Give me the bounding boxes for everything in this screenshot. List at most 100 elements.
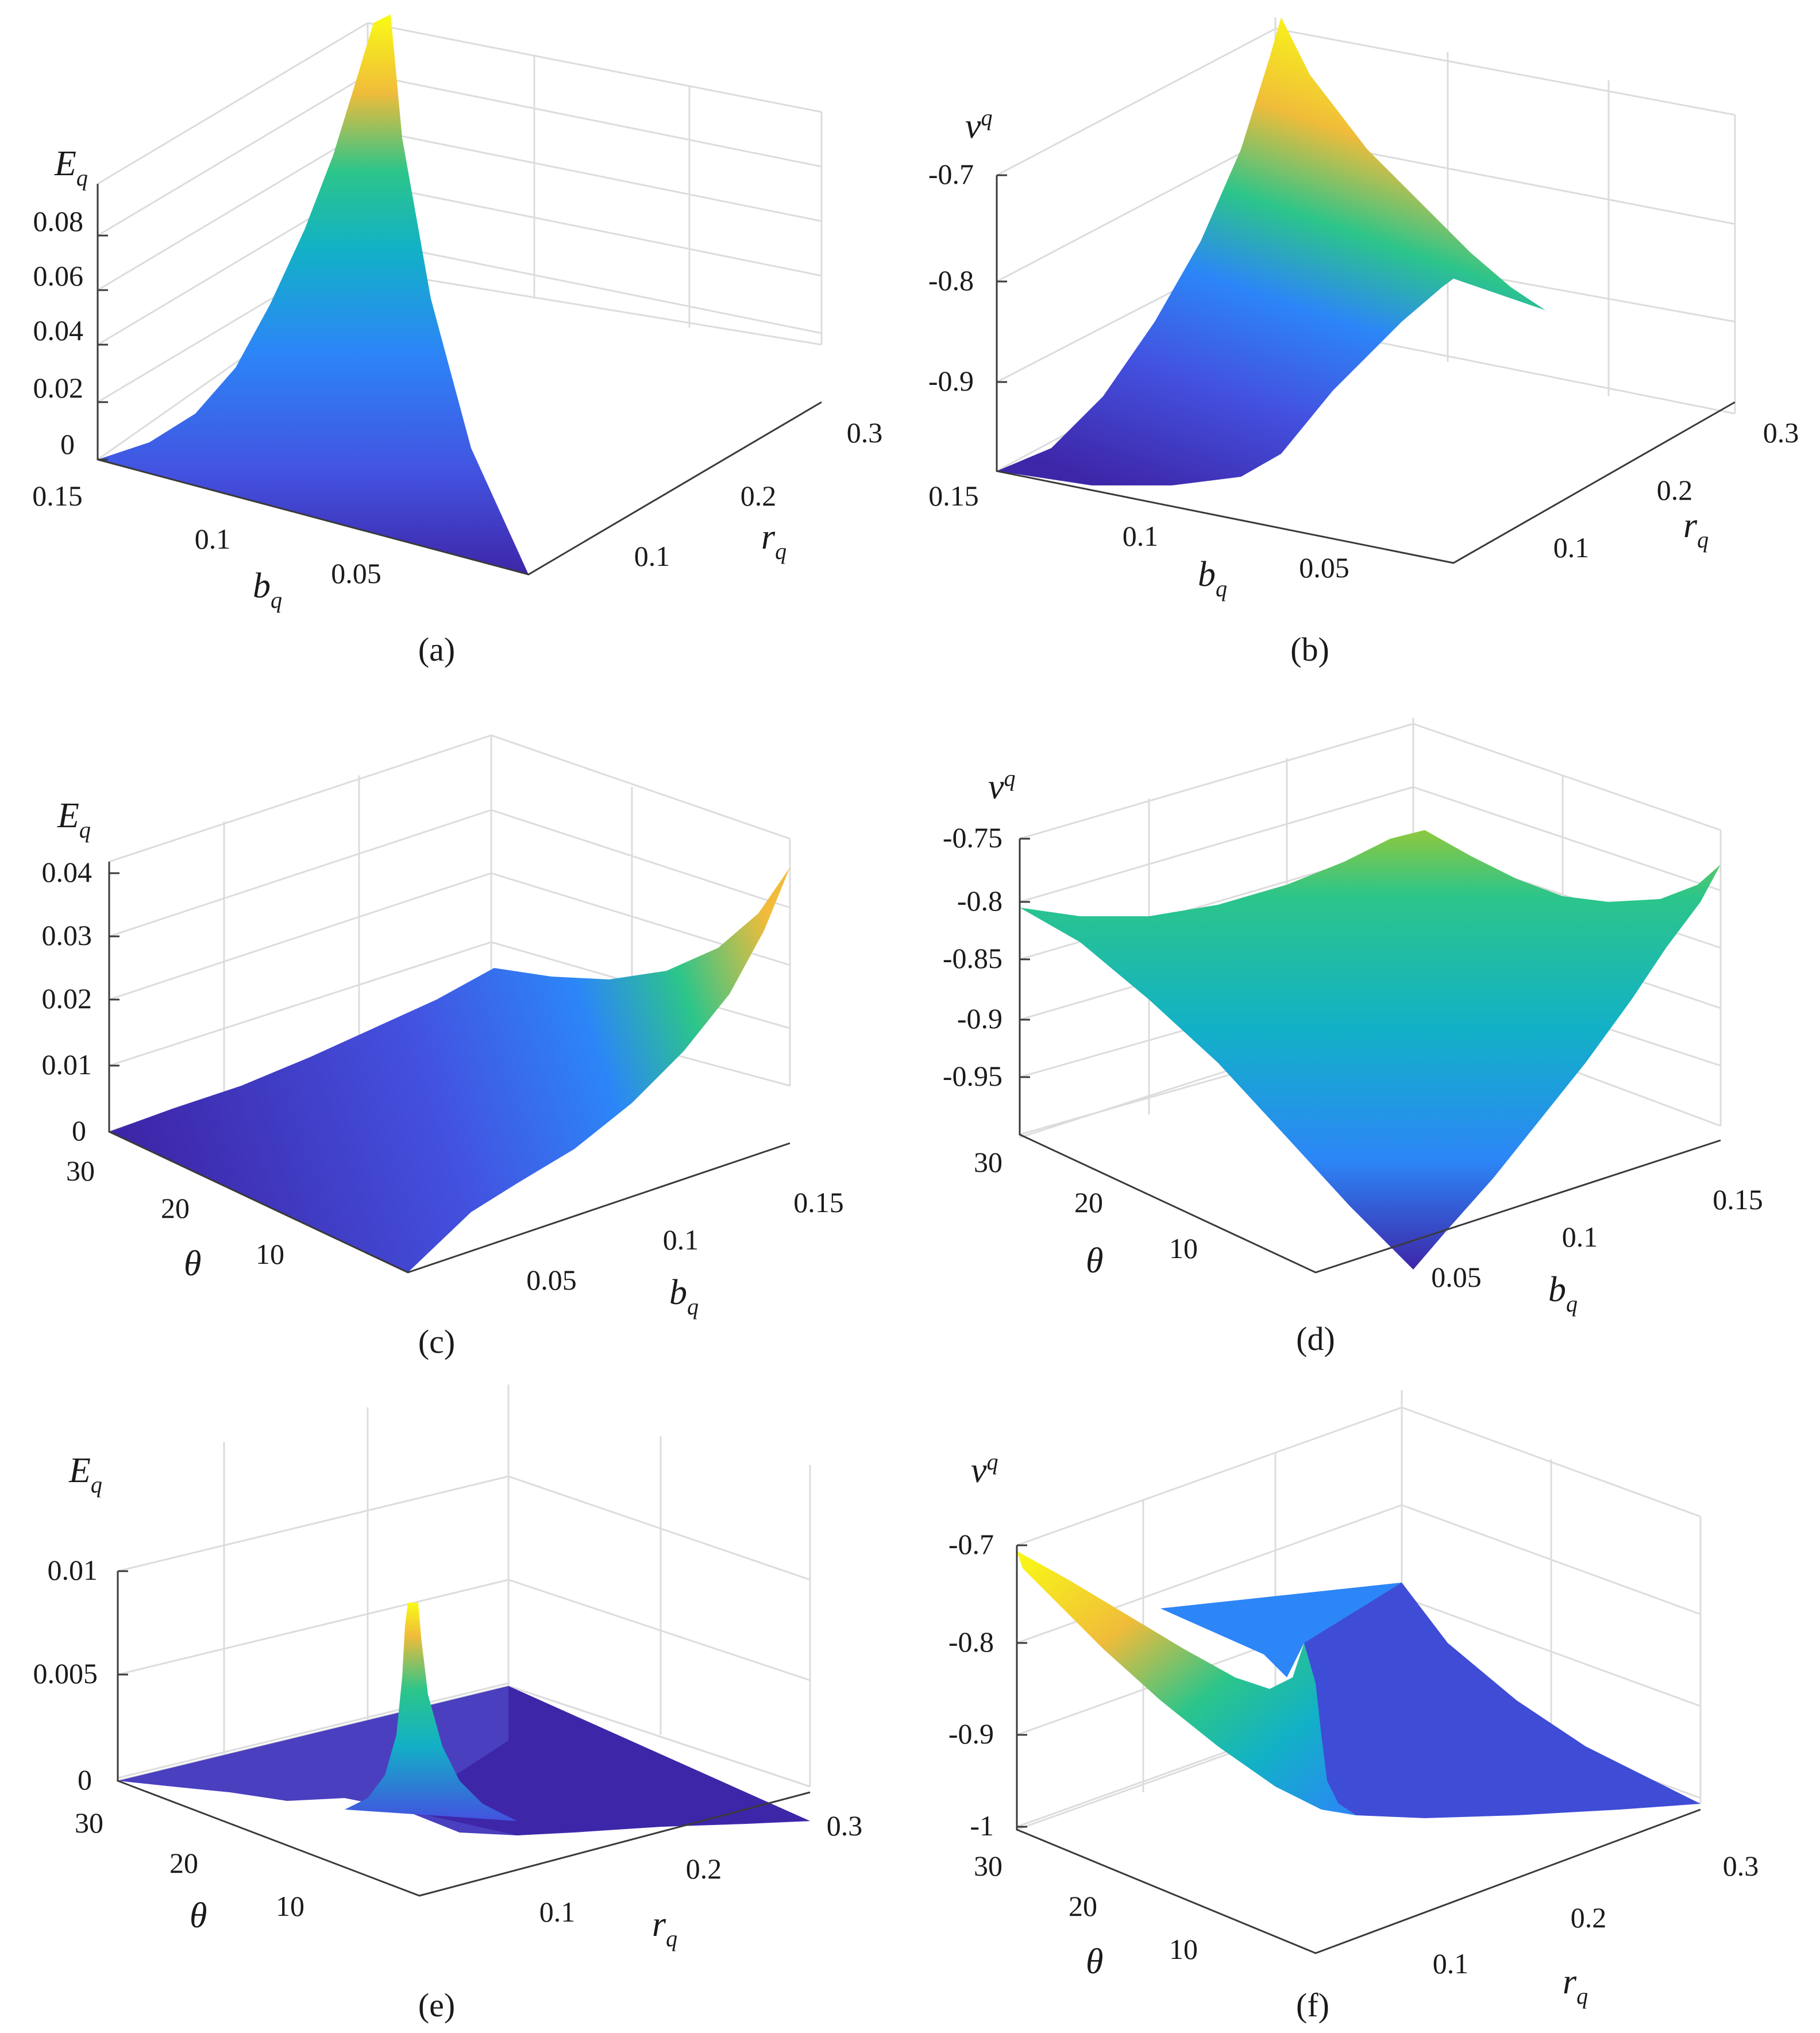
panel-b-zlabel: νq [965, 105, 993, 146]
panel-f-zlabel: νq [971, 1449, 998, 1490]
panel-c-axes [108, 862, 791, 1274]
panel-f-xlabel: θ [1086, 1942, 1103, 1981]
panel-a-ytick: 0.1 [634, 540, 670, 572]
panel-c-ztick: 0.04 [42, 856, 92, 888]
panel-f-ztick: -0.9 [948, 1718, 994, 1750]
panel-a-ztick: 0.04 [33, 314, 84, 346]
panel-b-ytick: 0.3 [1763, 416, 1799, 449]
panel-c-ztick: 0.03 [42, 919, 92, 951]
panel-f-axes [1016, 1544, 1701, 1954]
panel-d-ztick: -0.8 [957, 885, 1002, 917]
panel-c: 0 0.01 0.02 0.03 0.04 30 20 10 0.05 0.1 … [42, 734, 844, 1360]
panel-c-ytick: 0.05 [526, 1264, 577, 1296]
panel-f-ytick: 0.3 [1723, 1850, 1759, 1882]
panel-e-ytick: 0.2 [686, 1853, 722, 1885]
panel-f-xtick: 30 [974, 1850, 1002, 1882]
panel-d-ztick: -0.85 [943, 942, 1002, 974]
panel-d-ytick: 0.05 [1431, 1261, 1482, 1293]
panel-e-ztick: 0.005 [33, 1657, 98, 1689]
panel-d-ztick: -0.75 [943, 821, 1002, 854]
panel-d-zlabel: νq [988, 765, 1016, 807]
panel-c-xtick: 30 [66, 1155, 95, 1187]
panel-f-xtick: 10 [1169, 1933, 1198, 1965]
panel-a-surface [98, 14, 529, 574]
panel-f-ylabel: rq [1563, 1962, 1588, 2009]
panel-a-ytick: 0.2 [741, 480, 777, 512]
panel-c-caption: (c) [418, 1323, 455, 1360]
panel-a-grid [97, 22, 823, 461]
panel-d-xtick: 30 [974, 1146, 1002, 1178]
panel-b-caption: (b) [1290, 631, 1329, 668]
panel-e-xtick: 30 [75, 1807, 103, 1839]
panel-d-xlabel: θ [1086, 1241, 1103, 1280]
panel-d-ytick: 0.15 [1713, 1183, 1763, 1216]
panel-a-ztick: 0.02 [33, 372, 84, 404]
panel-f-surface-left [1017, 1551, 1356, 1815]
panel-f-xtick: 20 [1069, 1890, 1097, 1922]
panel-c-ztick: 0.01 [42, 1048, 92, 1081]
panel-c-ztick: 0 [72, 1114, 86, 1147]
panel-a: 0 0.02 0.04 0.06 0.08 0.15 0.1 0.05 0.1 … [32, 14, 882, 668]
panel-f-caption: (f) [1296, 1986, 1329, 2024]
panel-f-ztick: -0.8 [948, 1626, 994, 1658]
panel-e-grid [117, 1384, 811, 1788]
panel-e-xtick: 10 [276, 1890, 304, 1922]
panel-d-xtick: 10 [1169, 1232, 1198, 1264]
panel-b-ytick: 0.2 [1657, 474, 1693, 506]
panel-a-xtick: 0.15 [32, 480, 83, 512]
panel-d-ztick: -0.9 [957, 1002, 1002, 1035]
panel-a-xtick: 0.1 [195, 523, 231, 555]
panel-a-ytick: 0.3 [847, 416, 883, 449]
panel-c-xlabel: θ [184, 1244, 201, 1283]
panel-d: -0.75 -0.8 -0.85 -0.9 -0.95 30 20 10 0.0… [943, 718, 1763, 1357]
panel-d-ztick: -0.95 [943, 1060, 1002, 1092]
panel-e-xlabel: θ [190, 1896, 207, 1935]
panel-a-axes [97, 184, 822, 576]
panel-a-ztick: 0 [60, 428, 75, 460]
panel-e-axes [117, 1570, 811, 1897]
panel-b-ylabel: rq [1683, 506, 1709, 553]
panel-e-xtick: 20 [169, 1847, 198, 1879]
panel-d-ylabel: bq [1548, 1270, 1578, 1317]
panel-f-ztick: -1 [970, 1810, 994, 1842]
panel-b-axes [996, 174, 1736, 564]
panel-e-ytick: 0.1 [539, 1896, 576, 1928]
panel-e-ytick: 0.3 [827, 1810, 863, 1842]
panel-a-ztick: 0.08 [33, 205, 84, 237]
panel-f: -0.7 -0.8 -0.9 -1 30 20 10 0.1 0.2 0.3 ν… [948, 1390, 1759, 2024]
panel-c-surface [109, 867, 790, 1272]
panel-d-ytick: 0.1 [1562, 1221, 1598, 1253]
panel-b-ztick: -0.8 [928, 264, 974, 296]
panel-e-ztick: 0 [78, 1764, 92, 1796]
panel-e-ylabel: rq [652, 1905, 677, 1951]
panel-f-ytick: 0.1 [1433, 1947, 1469, 1980]
panel-b-ztick: -0.7 [928, 158, 974, 190]
panel-c-ztick: 0.02 [42, 982, 92, 1014]
panel-a-ztick: 0.06 [33, 260, 84, 292]
panel-b-ztick: -0.9 [928, 365, 974, 397]
panel-e-caption: (e) [418, 1986, 455, 2024]
panel-f-surface-top [1160, 1583, 1402, 1677]
panel-d-xtick: 20 [1074, 1186, 1103, 1218]
panel-b-xtick: 0.15 [928, 480, 979, 512]
panel-c-xtick: 10 [256, 1238, 284, 1270]
panel-a-ylabel: rq [761, 518, 786, 564]
panel-f-surface-right [1160, 1583, 1701, 1818]
panel-a-xtick: 0.05 [331, 557, 381, 589]
panel-a-caption: (a) [418, 631, 455, 668]
panel-b: -0.7 -0.8 -0.9 0.15 0.1 0.05 0.1 0.2 0.3… [928, 17, 1799, 668]
panel-e-surface-peak [345, 1603, 517, 1821]
panel-b-xtick: 0.05 [1299, 551, 1349, 584]
panel-b-xlabel: bq [1198, 555, 1227, 601]
panel-e: 0 0.005 0.01 30 20 10 0.1 0.2 0.3 Eq θ r… [33, 1384, 863, 2024]
panel-c-xtick: 20 [161, 1192, 190, 1224]
panel-d-surface [1020, 830, 1721, 1270]
panel-f-ytick: 0.2 [1571, 1901, 1607, 1934]
panel-d-caption: (d) [1296, 1320, 1335, 1357]
panel-b-xtick: 0.1 [1123, 520, 1159, 552]
panel-e-surface-base-shade [402, 1686, 810, 1835]
panel-b-ytick: 0.1 [1553, 531, 1590, 564]
panel-a-xlabel: bq [253, 566, 282, 613]
panel-f-ztick: -0.7 [948, 1528, 994, 1560]
